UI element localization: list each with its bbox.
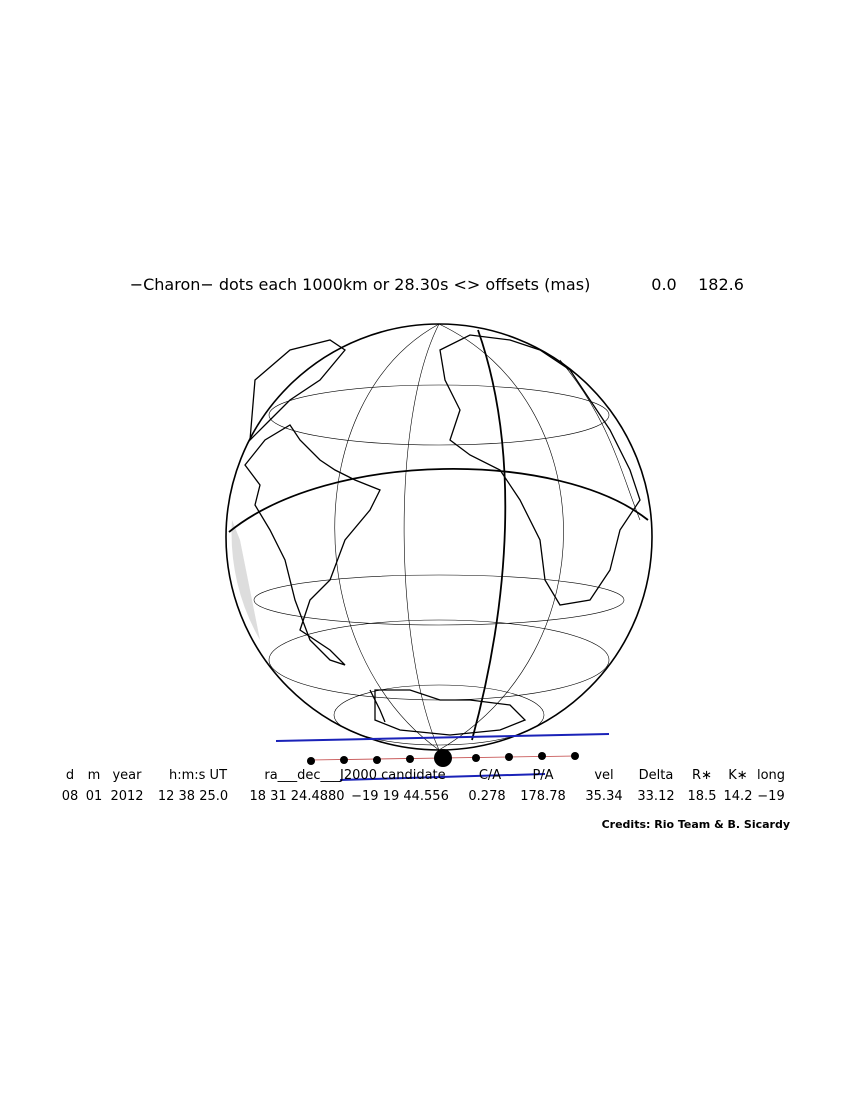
column-header: h:m:s UT (169, 768, 227, 783)
column-value: 178.78 (520, 789, 566, 804)
column-value: 18 31 24.4880 (249, 789, 344, 804)
offset-value: 182.6 (698, 275, 744, 294)
column-header: long (757, 768, 785, 783)
title: −Charon− dots each 1000km or 28.30s <> o… (130, 275, 591, 294)
column-value: 12 38 25.0 (158, 789, 228, 804)
column-value: 14.2 (724, 789, 753, 804)
column-value: −19 (757, 789, 784, 804)
column-value: 33.12 (637, 789, 674, 804)
column-header: vel (594, 768, 613, 783)
column-value: 08 (62, 789, 79, 804)
column-header: year (112, 768, 142, 783)
column-header: m (88, 768, 101, 783)
offset-value: 0.0 (651, 275, 676, 294)
column-header: ra___dec___J2000 candidate (264, 768, 445, 783)
column-value: 35.34 (585, 789, 622, 804)
column-header: C/A (479, 768, 501, 783)
column-value: 18.5 (688, 789, 717, 804)
column-header: R∗ (692, 768, 712, 783)
column-header: P/A (532, 768, 553, 783)
shadow-path (275, 733, 610, 781)
column-header: Delta (639, 768, 674, 783)
column-header: d (66, 768, 74, 783)
column-header: K∗ (728, 768, 747, 783)
globe (225, 323, 653, 751)
column-value: 01 (86, 789, 103, 804)
column-value: 2012 (110, 789, 143, 804)
credits: Credits: Rio Team & B. Sicardy (602, 818, 790, 831)
column-value: −19 19 44.556 (351, 789, 449, 804)
column-value: 0.278 (468, 789, 505, 804)
